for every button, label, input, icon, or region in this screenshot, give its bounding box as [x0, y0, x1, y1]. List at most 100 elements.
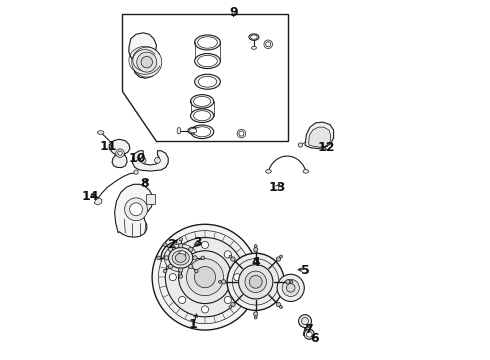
Circle shape [229, 255, 232, 258]
Circle shape [266, 42, 270, 47]
Text: 11: 11 [100, 140, 117, 153]
Circle shape [141, 57, 152, 68]
Circle shape [245, 271, 267, 293]
Circle shape [130, 203, 143, 216]
Polygon shape [129, 33, 156, 78]
Ellipse shape [175, 253, 186, 262]
Circle shape [178, 268, 183, 272]
Circle shape [195, 267, 216, 288]
Ellipse shape [190, 129, 197, 133]
Polygon shape [109, 139, 130, 167]
Circle shape [158, 231, 251, 324]
Circle shape [219, 280, 221, 283]
Circle shape [276, 257, 281, 261]
Ellipse shape [303, 170, 309, 173]
Circle shape [157, 256, 160, 260]
Circle shape [179, 238, 182, 241]
Ellipse shape [249, 34, 259, 40]
Text: 5: 5 [301, 264, 309, 276]
Circle shape [221, 280, 226, 284]
Circle shape [152, 224, 258, 330]
Circle shape [287, 284, 295, 292]
Circle shape [227, 253, 284, 310]
Ellipse shape [195, 74, 220, 89]
Circle shape [132, 47, 162, 77]
Circle shape [298, 143, 302, 147]
Circle shape [264, 40, 272, 49]
Circle shape [187, 259, 223, 296]
Circle shape [178, 244, 183, 248]
Circle shape [239, 265, 273, 299]
Circle shape [276, 302, 281, 307]
Circle shape [232, 258, 279, 305]
Text: 4: 4 [251, 256, 260, 269]
Polygon shape [132, 151, 168, 171]
Circle shape [193, 256, 197, 260]
Text: 7: 7 [304, 323, 313, 336]
Circle shape [118, 151, 122, 156]
Polygon shape [94, 198, 102, 205]
Circle shape [280, 255, 282, 258]
Ellipse shape [251, 46, 256, 49]
Ellipse shape [266, 170, 271, 173]
Circle shape [163, 269, 167, 273]
Bar [146, 194, 155, 204]
Polygon shape [115, 184, 153, 237]
Circle shape [169, 264, 173, 269]
Circle shape [298, 315, 312, 328]
Text: 8: 8 [141, 177, 149, 190]
Circle shape [169, 274, 176, 281]
Ellipse shape [194, 96, 211, 107]
Ellipse shape [164, 244, 197, 272]
Circle shape [163, 243, 167, 247]
Circle shape [301, 318, 309, 325]
Circle shape [201, 241, 209, 248]
Circle shape [134, 170, 138, 174]
Circle shape [155, 157, 160, 163]
Ellipse shape [197, 55, 218, 67]
Circle shape [237, 129, 245, 138]
Text: 9: 9 [229, 6, 238, 19]
Circle shape [224, 296, 231, 303]
Circle shape [178, 251, 231, 303]
Circle shape [254, 245, 257, 248]
Polygon shape [309, 127, 331, 147]
Circle shape [286, 280, 290, 284]
Ellipse shape [251, 35, 257, 39]
Ellipse shape [188, 127, 198, 134]
Ellipse shape [161, 241, 200, 275]
Circle shape [253, 312, 258, 316]
Ellipse shape [191, 95, 214, 108]
Circle shape [116, 149, 124, 157]
Circle shape [306, 332, 312, 337]
Circle shape [179, 296, 186, 303]
Circle shape [169, 247, 173, 251]
Circle shape [201, 256, 205, 260]
Circle shape [254, 316, 257, 319]
Circle shape [282, 279, 299, 296]
Text: 3: 3 [194, 236, 202, 249]
Circle shape [277, 274, 304, 301]
Circle shape [239, 131, 244, 136]
Circle shape [253, 248, 258, 252]
Text: 14: 14 [82, 190, 99, 203]
Polygon shape [122, 14, 288, 141]
Ellipse shape [169, 248, 193, 268]
Ellipse shape [194, 111, 211, 121]
Text: 12: 12 [318, 141, 335, 154]
Text: 13: 13 [269, 181, 286, 194]
Circle shape [304, 329, 314, 339]
Circle shape [124, 198, 147, 221]
Circle shape [234, 274, 241, 281]
Ellipse shape [177, 127, 181, 134]
Circle shape [231, 302, 235, 307]
Polygon shape [305, 122, 334, 149]
Text: 2: 2 [169, 238, 177, 251]
Circle shape [290, 280, 293, 283]
Circle shape [224, 251, 231, 258]
Circle shape [189, 247, 193, 251]
Ellipse shape [197, 37, 218, 48]
Circle shape [189, 264, 193, 269]
Circle shape [229, 306, 232, 309]
Ellipse shape [191, 125, 214, 139]
